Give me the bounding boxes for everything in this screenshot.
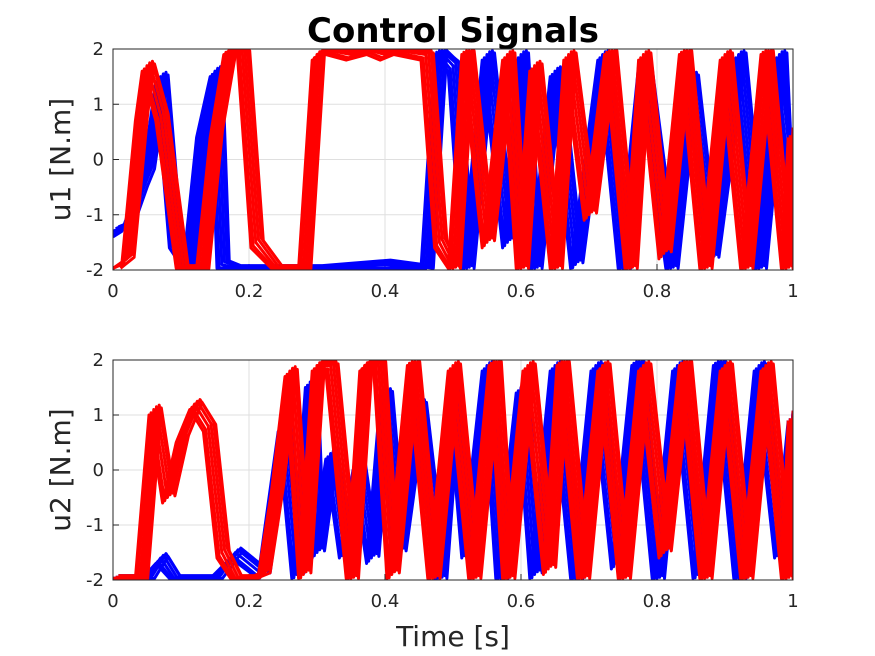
x-axis-label: Time [s] (395, 620, 510, 653)
x-tick-label: 0 (107, 591, 118, 612)
y-tick-label: 2 (93, 39, 104, 60)
subplot-1: 0 0.2 0.4 0.6 0.8 1 -2 -1 0 1 2 u1 [N.m] (44, 39, 799, 302)
y-axis-label: u2 [N.m] (44, 408, 77, 531)
x-tick-label: 0.8 (643, 281, 672, 302)
x-tick-label: 0.6 (507, 591, 536, 612)
series-group (113, 360, 793, 580)
y-tick-label: 1 (93, 94, 104, 115)
x-tick-label: 0.4 (371, 281, 400, 302)
x-tick-label: 0.4 (371, 591, 400, 612)
series-line-2 (120, 360, 793, 580)
series-line-2 (118, 360, 793, 578)
series-line-2 (113, 361, 792, 580)
y-tick-label: -2 (86, 570, 104, 591)
x-tick-label: 0 (107, 281, 118, 302)
axes-box (112, 48, 794, 271)
series-line-2 (114, 49, 793, 269)
series-line-2 (113, 50, 792, 270)
chart-title: Control Signals (307, 11, 599, 51)
series-group (113, 49, 793, 270)
x-tick-label: 1 (787, 591, 798, 612)
y-axis-label: u1 [N.m] (44, 98, 77, 221)
y-tick-label: -1 (86, 205, 104, 226)
y-tick-label: 2 (93, 350, 104, 371)
y-tick-label: 1 (93, 405, 104, 426)
x-tick-label: 0.2 (235, 591, 264, 612)
y-tick-label: 0 (93, 460, 104, 481)
series-line-2 (119, 49, 793, 270)
series-line-2 (113, 49, 793, 270)
y-tick-label: 0 (93, 150, 104, 171)
y-tick-label: -1 (86, 515, 104, 536)
x-tick-label: 0.6 (507, 281, 536, 302)
series-line-2 (113, 360, 793, 580)
series-line-2 (115, 360, 793, 579)
subplot-2: 0 0.2 0.4 0.6 0.8 1 -2 -1 0 1 2 u2 [N.m] (44, 350, 799, 612)
x-tick-label: 0.2 (235, 281, 264, 302)
axes-box (112, 359, 794, 581)
y-tick-label: -2 (86, 260, 104, 281)
series-line-2 (117, 49, 793, 268)
x-tick-label: 1 (787, 281, 798, 302)
x-tick-label: 0.8 (643, 591, 672, 612)
